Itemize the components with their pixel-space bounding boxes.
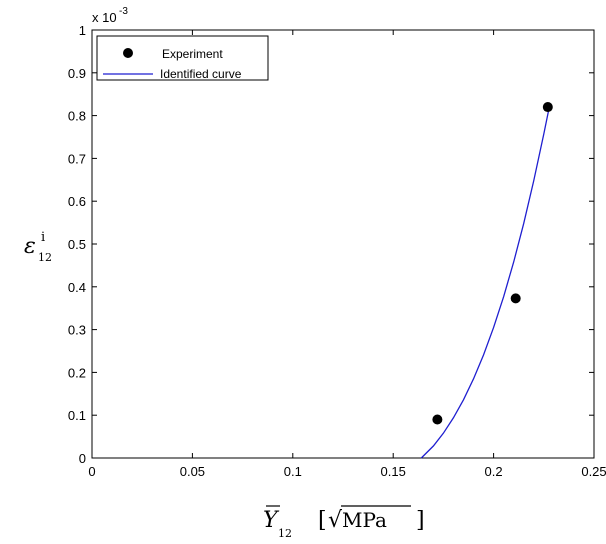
y-label-symbol: ε bbox=[24, 234, 36, 259]
y-tick-label: 0.7 bbox=[68, 151, 86, 166]
x-label-unit-close: ] bbox=[416, 508, 425, 533]
x-tick-label: 0 bbox=[88, 464, 95, 479]
x-label-symbol: Y bbox=[263, 508, 280, 533]
x-label-unit-sqrt: √ bbox=[328, 508, 343, 533]
y-multiplier-exponent: -3 bbox=[119, 6, 128, 17]
y-tick-label: 0.3 bbox=[68, 323, 86, 338]
y-tick-label: 1 bbox=[79, 23, 86, 38]
y-multiplier-label: x 10 bbox=[92, 10, 117, 25]
axis-ticks: 0 0.05 0.1 0.15 0.2 0.25 0 0.1 0.2 0.3 0.4 0.5 0.6 0.… bbox=[68, 23, 606, 479]
legend-label-experiment: Experiment bbox=[162, 47, 223, 61]
x-label-unit: MPa bbox=[342, 508, 387, 532]
identified-curve-line bbox=[420, 104, 551, 459]
y-label-subscript: 12 bbox=[38, 251, 52, 264]
plot-frame bbox=[91, 29, 595, 459]
y-tick-label: 0.6 bbox=[68, 194, 86, 209]
legend-marker-experiment bbox=[123, 48, 133, 58]
series-layer bbox=[420, 102, 553, 459]
x-tick-label: 0.25 bbox=[581, 464, 606, 479]
x-axis-label: Y 12 [ √ MPa ] bbox=[263, 505, 425, 540]
y-tick-label: 0.4 bbox=[68, 280, 86, 295]
x-label-unit-open: [ bbox=[318, 508, 327, 533]
x-tick-label: 0.15 bbox=[381, 464, 406, 479]
plot-area bbox=[91, 29, 595, 459]
experiment-point bbox=[510, 293, 521, 304]
x-tick-label: 0.1 bbox=[284, 464, 302, 479]
y-tick-label: 0.5 bbox=[68, 237, 86, 252]
y-tick-label: 0.2 bbox=[68, 365, 86, 380]
x-tick-label: 0.05 bbox=[180, 464, 205, 479]
y-tick-label: 0 bbox=[79, 451, 86, 466]
y-axis-label: ε i 12 bbox=[24, 230, 52, 264]
legend: Experiment Identified curve bbox=[96, 35, 269, 81]
experiment-point bbox=[432, 414, 443, 425]
y-tick-label: 0.9 bbox=[68, 66, 86, 81]
x-label-subscript: 12 bbox=[278, 527, 292, 540]
legend-box bbox=[96, 35, 269, 81]
y-label-superscript: i bbox=[41, 230, 45, 245]
legend-label-identified-curve: Identified curve bbox=[160, 67, 242, 81]
x-tick-label: 0.2 bbox=[485, 464, 503, 479]
y-tick-label: 0.8 bbox=[68, 109, 86, 124]
y-tick-label: 0.1 bbox=[68, 408, 86, 423]
experiment-point bbox=[542, 102, 553, 113]
